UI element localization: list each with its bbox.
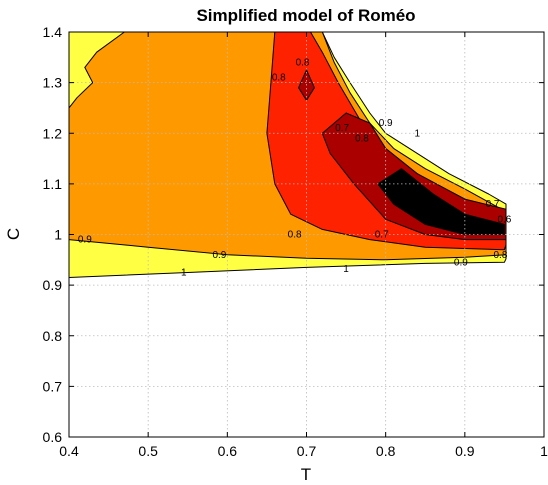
contour-label-15: 0.6	[497, 214, 511, 225]
x-axis-label: T	[301, 465, 311, 484]
y-tick-label-2: 0.8	[43, 328, 63, 344]
contour-label-4: 0.9	[454, 257, 468, 268]
x-tick-label-1: 0.5	[138, 443, 158, 459]
x-tick-label-0: 0.4	[59, 443, 79, 459]
contour-label-10: 0.9	[379, 118, 393, 129]
contour-label-13: 0.7	[375, 230, 389, 241]
y-tick-label-7: 1.3	[43, 75, 63, 91]
contour-region-3	[321, 112, 507, 241]
y-tick-label-4: 1	[54, 227, 62, 243]
contour-label-2: 0.9	[78, 235, 92, 246]
y-axis-label: C	[4, 228, 23, 240]
contour-region-4	[377, 168, 505, 235]
x-tick-label-4: 0.8	[376, 443, 396, 459]
plot-area: 1 1 0.9 0.9 0.9 0.8 0.8 0.8 0.8 0.8 0.9 1 0.7 0.7 0.7 0…	[68, 31, 545, 438]
x-tick-label-6: 1	[540, 443, 548, 459]
contour-label-1: 1	[343, 264, 349, 275]
contour-label-5: 0.8	[494, 250, 508, 261]
contour-label-6: 0.8	[272, 73, 286, 84]
x-tick-label-2: 0.6	[218, 443, 238, 459]
y-tick-label-0: 0.6	[43, 429, 63, 445]
y-axis-ticks: 0.6 0.7 0.8 0.9 1 1.1 1.2 1.3 1.4	[43, 24, 544, 445]
y-tick-label-1: 0.7	[43, 378, 63, 394]
x-tick-label-3: 0.7	[297, 443, 317, 459]
contour-label-14: 0.7	[486, 199, 500, 210]
y-tick-label-6: 1.2	[43, 125, 63, 141]
contour-label-0: 1	[181, 267, 187, 278]
contour-label-3: 0.9	[212, 250, 226, 261]
y-tick-label-3: 0.9	[43, 277, 63, 293]
contour-labels: 1 1 0.9 0.9 0.9 0.8 0.8 0.8 0.8 0.8 0.9 1 0.7 0.7 0.7 0…	[78, 57, 512, 278]
contour-label-7: 0.8	[296, 57, 310, 68]
contour-label-8: 0.8	[355, 133, 369, 144]
x-axis-ticks: 0.4 0.5 0.6 0.7 0.8 0.9 1	[59, 32, 548, 459]
contour-label-12: 0.7	[335, 123, 349, 134]
y-tick-label-5: 1.1	[43, 176, 63, 192]
y-tick-label-8: 1.4	[43, 24, 63, 40]
x-tick-label-5: 0.9	[455, 443, 475, 459]
contour-label-11: 1	[415, 128, 421, 139]
contour-label-9: 0.8	[288, 230, 302, 241]
chart-title: Simplified model of Roméo	[196, 6, 415, 25]
